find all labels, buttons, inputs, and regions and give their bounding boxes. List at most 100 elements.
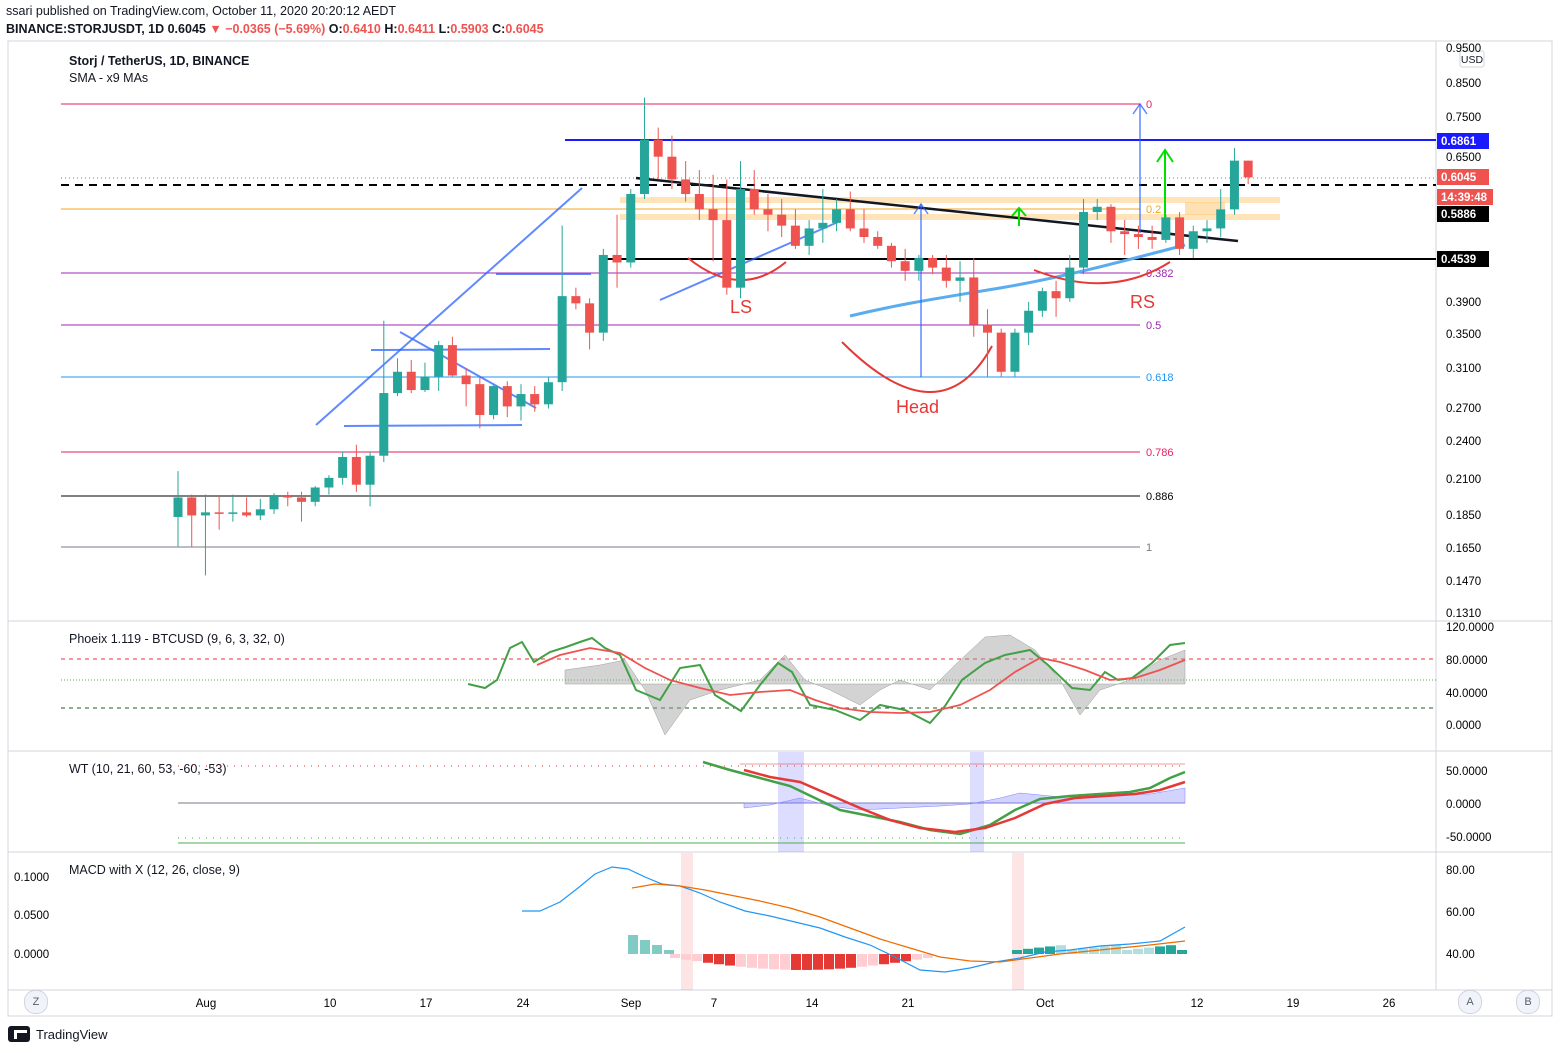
candlestick-series bbox=[173, 97, 1253, 576]
macd-bar bbox=[1100, 946, 1110, 954]
fib-label-0-2: 0.2 bbox=[1146, 204, 1161, 216]
candle-body bbox=[1188, 231, 1198, 249]
candle-body bbox=[351, 456, 361, 485]
candle-body bbox=[722, 220, 732, 288]
green-arrowhead-right bbox=[1156, 148, 1174, 163]
candle-body bbox=[1133, 234, 1143, 238]
orange-zone-box[interactable] bbox=[1185, 202, 1225, 215]
candle-body bbox=[1243, 160, 1253, 178]
candle-body bbox=[928, 258, 938, 268]
label-bg-05886 bbox=[1437, 206, 1489, 222]
price-tick: 0.2100 bbox=[1446, 474, 1481, 486]
candle-body bbox=[447, 345, 457, 376]
macd-bar bbox=[857, 954, 867, 967]
time-tick: 12 bbox=[1191, 998, 1204, 1010]
trendlines[interactable] bbox=[315, 102, 1239, 427]
candle-body bbox=[187, 497, 197, 516]
price-tick: 0.8500 bbox=[1446, 78, 1481, 90]
macd-bar bbox=[692, 954, 702, 962]
macd-bar bbox=[769, 954, 779, 970]
orange-zone-upper[interactable] bbox=[620, 197, 1280, 203]
candle-body bbox=[475, 384, 485, 415]
publisher-line: ssari published on TradingView.com, Octo… bbox=[6, 4, 397, 18]
fib-label-0-618: 0.618 bbox=[1146, 372, 1174, 384]
macd-bar bbox=[868, 954, 878, 966]
high-label: H: bbox=[384, 22, 398, 36]
candle-body bbox=[1079, 212, 1089, 268]
wt-green-line bbox=[702, 760, 1186, 836]
macd-bar bbox=[1144, 947, 1154, 954]
candle-body bbox=[379, 393, 389, 456]
footer-branding[interactable]: TradingView bbox=[8, 1026, 108, 1042]
pane2-legend: Phoeix 1.119 - BTCUSD (9, 6, 3, 32, 0) bbox=[69, 632, 285, 646]
target-arrowhead-breakout bbox=[1132, 102, 1148, 115]
candle-body bbox=[818, 222, 828, 229]
candle-body bbox=[406, 371, 416, 391]
label-bg-04539 bbox=[1437, 251, 1489, 267]
macd-highlight-1 bbox=[681, 853, 693, 990]
macd-bar bbox=[758, 954, 768, 969]
phoeix-grey-area bbox=[564, 634, 1186, 736]
candle-body bbox=[1010, 332, 1020, 372]
macd-bar bbox=[1133, 948, 1143, 954]
open-value: 0.6410 bbox=[342, 22, 381, 36]
macd-bar bbox=[736, 954, 746, 967]
price-tick: 0.3500 bbox=[1446, 329, 1481, 341]
candle-body bbox=[557, 296, 567, 383]
main-legend-sma: SMA - x9 MAs bbox=[69, 71, 148, 85]
ohlc-line: BINANCE:STORJUSDT, 1D 0.6045 ▼ −0.0365 (… bbox=[6, 22, 544, 36]
candle-body bbox=[1202, 228, 1212, 232]
price-tick: 0.3100 bbox=[1446, 363, 1481, 375]
candle-body bbox=[914, 258, 924, 271]
time-tick: 24 bbox=[517, 998, 530, 1010]
zoom-reset-button[interactable]: Z bbox=[24, 990, 48, 1014]
macd-bar bbox=[890, 954, 900, 963]
candle-body bbox=[763, 209, 773, 215]
candle-body bbox=[1065, 267, 1075, 299]
close-label: C: bbox=[492, 22, 506, 36]
candle-body bbox=[708, 209, 718, 221]
candle-body bbox=[955, 277, 965, 281]
candle-body bbox=[1037, 291, 1047, 311]
currency-label: USD bbox=[1461, 54, 1484, 66]
pane3-tick: 0.0000 bbox=[1446, 799, 1481, 811]
macd-bar bbox=[628, 935, 638, 954]
time-tick: 7 bbox=[711, 998, 717, 1010]
log-scale-button[interactable]: B bbox=[1516, 990, 1540, 1014]
candle-body bbox=[1024, 310, 1034, 333]
time-tick: 21 bbox=[902, 998, 915, 1010]
macd-orange-line bbox=[631, 883, 1186, 963]
orange-zone-lower[interactable] bbox=[620, 214, 1280, 220]
sma-light-blue bbox=[849, 243, 1186, 318]
macd-blue-line bbox=[522, 866, 1186, 973]
pane4-right-tick: 80.00 bbox=[1446, 865, 1475, 877]
fib-label-1: 1 bbox=[1146, 542, 1152, 554]
macd-bar bbox=[1155, 946, 1165, 954]
macd-bar bbox=[923, 954, 933, 958]
candle-body bbox=[269, 496, 279, 510]
candle-body bbox=[530, 394, 540, 405]
candle-body bbox=[749, 189, 759, 210]
high-value: 0.6411 bbox=[397, 22, 436, 36]
phoeix-pane: 120.0000 80.0000 40.0000 0.0000 bbox=[61, 622, 1494, 736]
tradingview-logo-icon bbox=[8, 1026, 30, 1042]
low-value: 0.5903 bbox=[450, 22, 489, 36]
time-tick: 17 bbox=[420, 998, 433, 1010]
wt-pane: 50.0000 0.0000 -50.0000 bbox=[178, 752, 1491, 852]
pane2-tick: 80.0000 bbox=[1446, 655, 1488, 667]
candle-body bbox=[777, 214, 787, 226]
open-label: O: bbox=[328, 22, 343, 36]
pane4-left-tick: 0.0500 bbox=[14, 910, 49, 922]
macd-bar bbox=[1122, 950, 1132, 954]
candle-body bbox=[543, 382, 553, 405]
fib-retracement[interactable]: 0 0.2 0.382 0.5 0.618 0.786 0.886 1 bbox=[61, 99, 1174, 554]
currency-badge[interactable] bbox=[1459, 50, 1485, 68]
candle-body bbox=[365, 455, 375, 485]
candle-body bbox=[1229, 160, 1239, 210]
rs-arc bbox=[1033, 261, 1171, 285]
down-arrow-icon: ▼ bbox=[209, 22, 222, 36]
candle-body bbox=[1216, 209, 1226, 229]
pane4-left-tick: 0.1000 bbox=[14, 872, 49, 884]
auto-scale-button[interactable]: A bbox=[1458, 990, 1482, 1014]
